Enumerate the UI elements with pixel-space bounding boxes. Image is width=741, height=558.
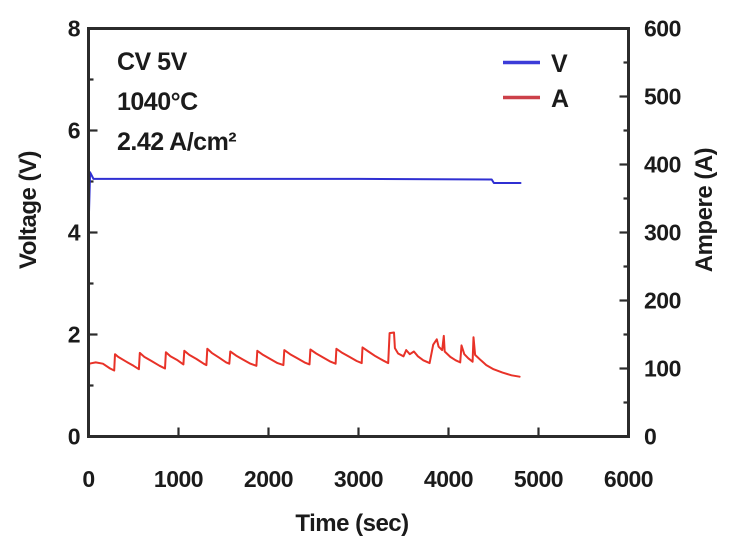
y-left-tick-label: 4 — [68, 220, 81, 246]
y-right-tick-label: 300 — [644, 220, 681, 246]
x-tick-label: 3000 — [334, 466, 383, 492]
y-right-tick-label: 400 — [644, 152, 681, 178]
y-left-tick-label: 0 — [68, 424, 80, 450]
y-left-tick-label: 2 — [68, 322, 80, 348]
x-tick-label: 6000 — [604, 466, 653, 492]
y-right-tick-label: 600 — [644, 16, 681, 42]
x-tick-label: 4000 — [424, 466, 473, 492]
y-right-tick-label: 500 — [644, 84, 681, 110]
series-line-a — [87, 331, 521, 389]
legend-label-voltage: V — [551, 50, 568, 78]
annotation-cv: CV 5V — [117, 48, 188, 76]
x-tick-label: 0 — [82, 466, 94, 492]
y-right-tick-label: 100 — [644, 356, 681, 382]
y-right-tick-label: 200 — [644, 288, 681, 314]
y-left-axis-title: Voltage (V) — [15, 151, 42, 269]
x-tick-label: 5000 — [514, 466, 563, 492]
x-axis-title: Time (sec) — [295, 510, 408, 537]
generated-layer: 0 1000 2000 3000 4000 5000 6000 0 2 4 6 8 0 100 200 300… — [68, 16, 682, 493]
annotation-current-density: 2.42 A/cm² — [117, 128, 236, 156]
y-right-axis-title: Ampere (A) — [691, 148, 718, 272]
legend: V A — [503, 50, 569, 113]
y-left-tick-label: 8 — [68, 16, 81, 42]
y-right-tick-label: 0 — [644, 424, 656, 450]
legend-label-ampere: A — [551, 85, 569, 113]
plot-frame — [87, 27, 630, 438]
x-tick-label: 1000 — [154, 466, 203, 492]
series-line-v — [87, 171, 522, 231]
y-left-tick-label: 6 — [68, 118, 80, 144]
annotation-temperature: 1040°C — [117, 88, 198, 116]
x-tick-label: 2000 — [244, 466, 293, 492]
